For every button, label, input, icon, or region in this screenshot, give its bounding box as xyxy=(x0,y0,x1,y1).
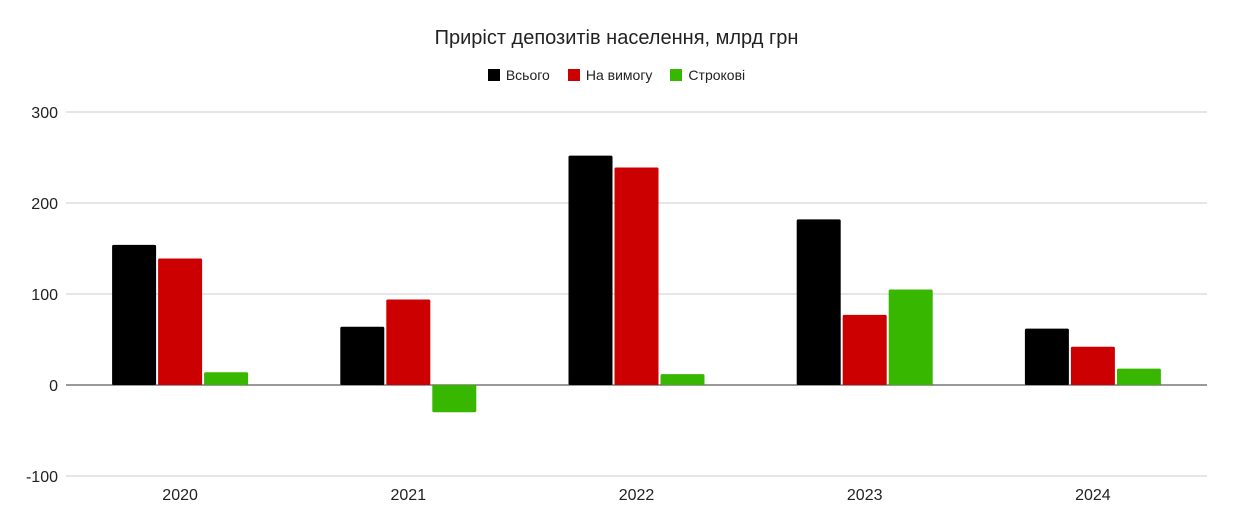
y-tick-label: -100 xyxy=(26,469,58,486)
bar-Строкові-2021 xyxy=(432,385,477,413)
x-tick-label: 2023 xyxy=(847,487,883,504)
bar-На вимогу-2023 xyxy=(842,314,887,385)
legend-label-total: Всього xyxy=(505,67,550,83)
bar-На вимогу-2022 xyxy=(614,167,659,385)
x-tick-label: 2021 xyxy=(391,487,427,504)
bar-На вимогу-2020 xyxy=(158,258,203,385)
bar-Всього-2021 xyxy=(340,326,385,385)
legend-swatch-term xyxy=(670,69,683,81)
legend-swatch-total xyxy=(487,69,500,81)
bar-Всього-2024 xyxy=(1024,328,1069,385)
y-tick-label: 300 xyxy=(31,105,58,122)
bar-Всього-2020 xyxy=(112,244,157,385)
x-tick-label: 2020 xyxy=(162,487,198,504)
legend: Всього На вимогу Строкові xyxy=(0,67,1233,83)
bar-Всього-2022 xyxy=(568,155,613,385)
bar-На вимогу-2021 xyxy=(386,299,431,385)
y-tick-label: 0 xyxy=(49,378,58,395)
bar-Строкові-2020 xyxy=(204,372,249,385)
bar-Всього-2023 xyxy=(796,219,841,385)
bar-Строкові-2023 xyxy=(888,289,933,385)
x-tick-label: 2024 xyxy=(1075,487,1111,504)
chart-title: Приріст депозитів населення, млрд грн xyxy=(434,27,799,49)
bar-Строкові-2022 xyxy=(660,374,705,385)
bar-Строкові-2024 xyxy=(1116,368,1161,385)
legend-item-demand: На вимогу xyxy=(567,67,653,83)
y-tick-label: 200 xyxy=(31,196,58,213)
legend-swatch-demand xyxy=(567,69,580,81)
y-tick-label: 100 xyxy=(31,287,58,304)
x-tick-label: 2022 xyxy=(619,487,655,504)
legend-label-term: Строкові xyxy=(688,67,746,83)
bar-На вимогу-2024 xyxy=(1070,346,1115,385)
legend-item-term: Строкові xyxy=(670,67,745,83)
legend-item-total: Всього xyxy=(487,67,550,83)
legend-label-demand: На вимогу xyxy=(585,67,653,83)
